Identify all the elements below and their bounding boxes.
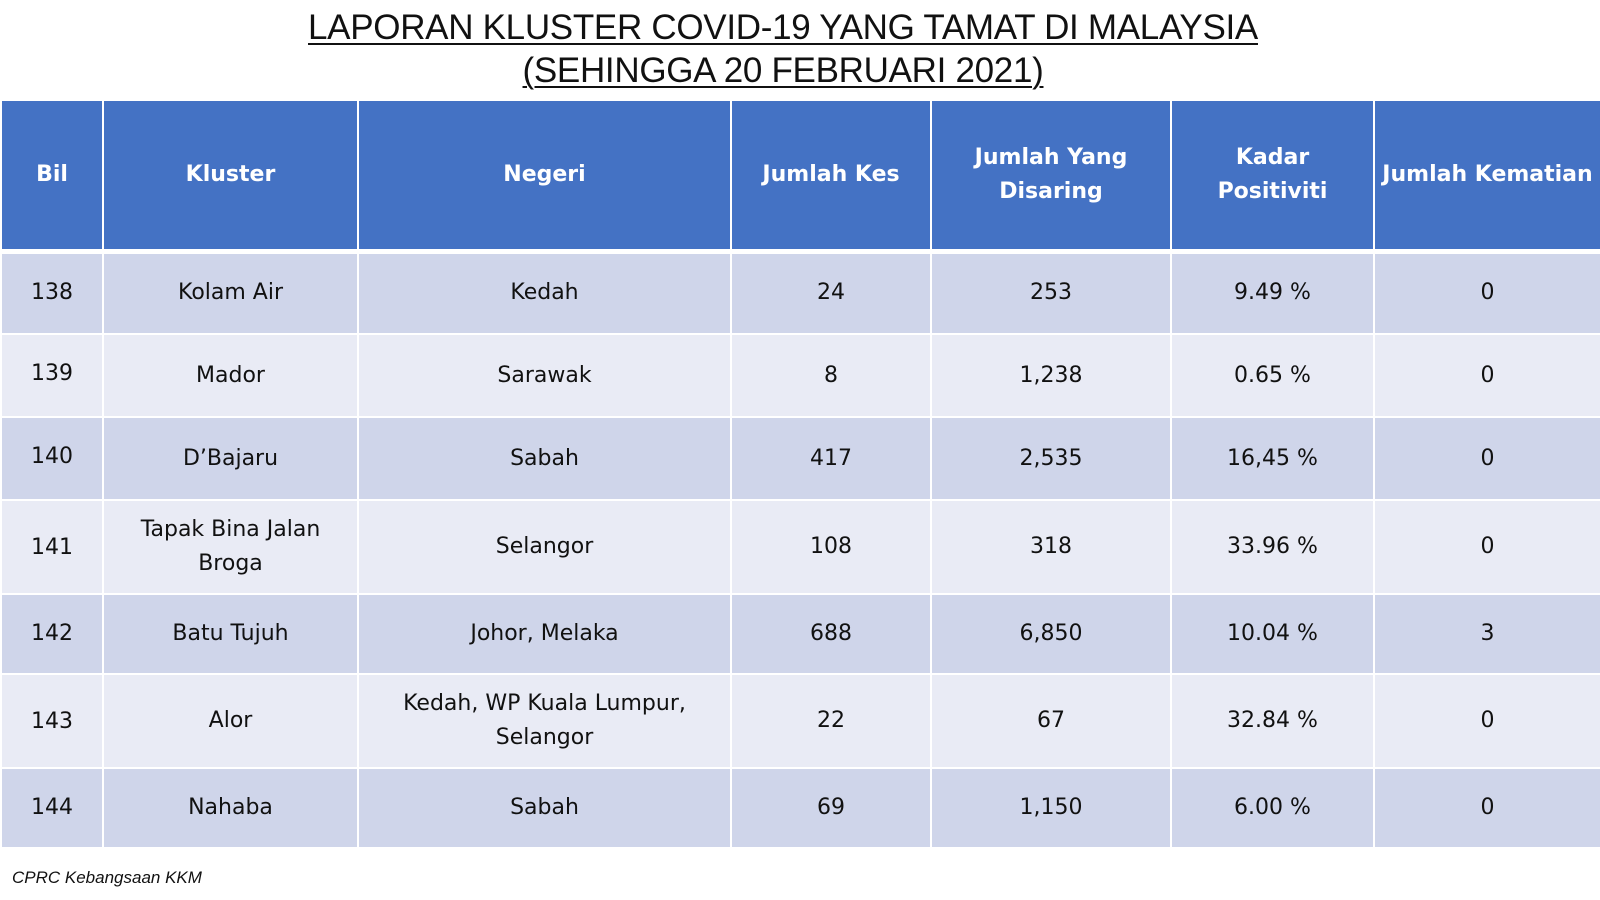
cell-jumlah-disaring: 67 bbox=[930, 673, 1172, 769]
cell-jumlah-kes: 24 bbox=[730, 250, 932, 335]
cell-kluster-line-1: Tapak Bina Jalan bbox=[140, 517, 321, 542]
cell-kluster: Mador bbox=[102, 333, 359, 418]
cell-jumlah-disaring: 1,238 bbox=[930, 333, 1172, 418]
source-note: CPRC Kebangsaan KKM bbox=[12, 868, 202, 887]
cell-kluster: Nahaba bbox=[102, 767, 359, 849]
table-header-row: Bil Kluster Negeri Jumlah Kes Jumlah Yan… bbox=[0, 101, 1600, 254]
cell-bil: 143 bbox=[0, 673, 104, 769]
cell-kluster: Alor bbox=[102, 673, 359, 769]
cell-kluster: D’Bajaru bbox=[102, 416, 359, 501]
cell-negeri: Kedah bbox=[357, 250, 732, 335]
cell-negeri-line-1: Kedah, WP Kuala Lumpur, bbox=[403, 691, 686, 716]
cell-jumlah-kematian: 0 bbox=[1373, 499, 1600, 595]
table-row: 139 Mador Sarawak 8 1,238 0.65 % 0 bbox=[0, 333, 1600, 418]
cell-jumlah-disaring: 318 bbox=[930, 499, 1172, 595]
cell-jumlah-disaring: 6,850 bbox=[930, 593, 1172, 675]
cell-jumlah-kematian: 0 bbox=[1373, 673, 1600, 769]
cell-bil: 142 bbox=[0, 593, 104, 675]
cell-bil: 138 bbox=[0, 250, 104, 335]
header-jumlah-disaring-line-1: Jumlah Yang bbox=[974, 144, 1128, 170]
cell-bil: 139 bbox=[0, 333, 104, 418]
report-title-line-1: LAPORAN KLUSTER COVID-19 YANG TAMAT DI M… bbox=[308, 8, 1258, 47]
cell-negeri: Sabah bbox=[357, 767, 732, 849]
cell-jumlah-kematian: 0 bbox=[1373, 333, 1600, 418]
cluster-report-table: Bil Kluster Negeri Jumlah Kes Jumlah Yan… bbox=[0, 101, 1600, 849]
cell-jumlah-kematian: 0 bbox=[1373, 250, 1600, 335]
header-kluster: Kluster bbox=[102, 101, 359, 254]
cell-kluster: Tapak Bina Jalan Broga bbox=[102, 499, 359, 595]
cell-bil: 140 bbox=[0, 416, 104, 501]
header-jumlah-disaring-line-2: Disaring bbox=[999, 178, 1103, 204]
header-bil: Bil bbox=[0, 101, 104, 254]
table-row: 144 Nahaba Sabah 69 1,150 6.00 % 0 bbox=[0, 767, 1600, 849]
cell-jumlah-kematian: 0 bbox=[1373, 416, 1600, 501]
cell-kadar-positiviti: 9.49 % bbox=[1170, 250, 1375, 335]
header-jumlah-kematian: Jumlah Kematian bbox=[1373, 101, 1600, 254]
cell-kluster: Kolam Air bbox=[102, 250, 359, 335]
cell-negeri: Sarawak bbox=[357, 333, 732, 418]
header-jumlah-disaring: Jumlah Yang Disaring bbox=[930, 101, 1172, 254]
cell-negeri-line-2: Selangor bbox=[495, 725, 594, 750]
cell-jumlah-kematian: 3 bbox=[1373, 593, 1600, 675]
cell-kluster: Batu Tujuh bbox=[102, 593, 359, 675]
table-row: 140 D’Bajaru Sabah 417 2,535 16,45 % 0 bbox=[0, 416, 1600, 501]
cell-kluster-line-2: Broga bbox=[198, 551, 263, 576]
cell-jumlah-disaring: 1,150 bbox=[930, 767, 1172, 849]
cell-negeri: Kedah, WP Kuala Lumpur, Selangor bbox=[357, 673, 732, 769]
cell-jumlah-kes: 108 bbox=[730, 499, 932, 595]
cell-kadar-positiviti: 16,45 % bbox=[1170, 416, 1375, 501]
header-negeri: Negeri bbox=[357, 101, 732, 254]
cell-kadar-positiviti: 6.00 % bbox=[1170, 767, 1375, 849]
cell-jumlah-kematian: 0 bbox=[1373, 767, 1600, 849]
table-row: 143 Alor Kedah, WP Kuala Lumpur, Selangor… bbox=[0, 673, 1600, 769]
cell-jumlah-disaring: 2,535 bbox=[930, 416, 1172, 501]
report-title: LAPORAN KLUSTER COVID-19 YANG TAMAT DI M… bbox=[0, 6, 1566, 92]
cell-jumlah-kes: 688 bbox=[730, 593, 932, 675]
cell-bil: 144 bbox=[0, 767, 104, 849]
cell-negeri: Sabah bbox=[357, 416, 732, 501]
cell-jumlah-kes: 8 bbox=[730, 333, 932, 418]
cell-jumlah-disaring: 253 bbox=[930, 250, 1172, 335]
cell-kadar-positiviti: 32.84 % bbox=[1170, 673, 1375, 769]
cell-jumlah-kes: 69 bbox=[730, 767, 932, 849]
cell-kadar-positiviti: 0.65 % bbox=[1170, 333, 1375, 418]
table-row: 138 Kolam Air Kedah 24 253 9.49 % 0 bbox=[0, 250, 1600, 335]
header-jumlah-kes: Jumlah Kes bbox=[730, 101, 932, 254]
cell-kadar-positiviti: 33.96 % bbox=[1170, 499, 1375, 595]
cell-bil: 141 bbox=[0, 499, 104, 595]
header-kadar-positiviti: Kadar Positiviti bbox=[1170, 101, 1375, 254]
cell-negeri: Selangor bbox=[357, 499, 732, 595]
cell-negeri: Johor, Melaka bbox=[357, 593, 732, 675]
cell-jumlah-kes: 22 bbox=[730, 673, 932, 769]
cell-kadar-positiviti: 10.04 % bbox=[1170, 593, 1375, 675]
report-title-line-2: (SEHINGGA 20 FEBRUARI 2021) bbox=[522, 51, 1044, 90]
cell-jumlah-kes: 417 bbox=[730, 416, 932, 501]
table-row: 141 Tapak Bina Jalan Broga Selangor 108 3… bbox=[0, 499, 1600, 595]
table-row: 142 Batu Tujuh Johor, Melaka 688 6,850 1… bbox=[0, 593, 1600, 675]
